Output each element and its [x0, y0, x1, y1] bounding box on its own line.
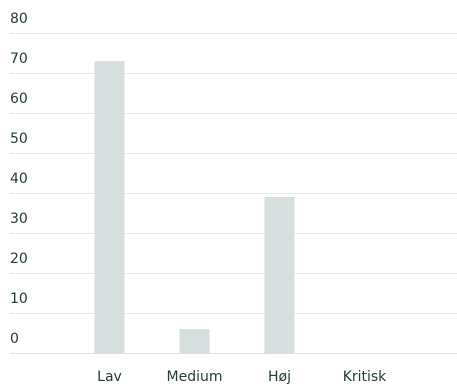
y-tick-label-40: 40: [10, 171, 28, 187]
y-tick-label-20: 20: [10, 251, 28, 267]
x-tick-label-høj: Høj: [268, 369, 291, 385]
x-tick-label-medium: Medium: [167, 369, 223, 385]
x-axis-ticks: Lav Medium Høj Kritisk: [97, 369, 387, 385]
y-tick-label-80: 80: [10, 11, 28, 27]
bars: [94, 61, 295, 353]
y-tick-label-0: 0: [10, 331, 19, 347]
bar-høj: [264, 197, 295, 353]
y-tick-label-10: 10: [10, 291, 28, 307]
y-tick-label-30: 30: [10, 211, 28, 227]
y-tick-label-70: 70: [10, 51, 28, 67]
bar-medium: [179, 329, 210, 353]
bar-lav: [94, 61, 125, 353]
x-tick-label-kritisk: Kritisk: [343, 369, 387, 385]
y-axis-ticks: 0 10 20 30 40 50 60 70 80: [10, 11, 28, 347]
y-tick-label-60: 60: [10, 91, 28, 107]
y-tick-label-50: 50: [10, 131, 28, 147]
x-tick-label-lav: Lav: [97, 369, 122, 385]
grid-lines: [10, 33, 457, 354]
